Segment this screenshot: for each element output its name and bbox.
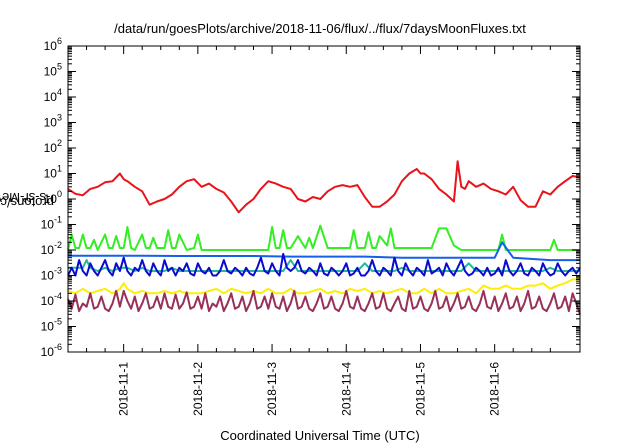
x-tick-label: 2018-11-1	[117, 362, 131, 416]
chart-title: /data/run/goesPlots/archive/2018-11-06/f…	[114, 21, 526, 36]
x-tick-label: 2018-11-5	[414, 362, 428, 416]
series-line-2	[67, 224, 580, 251]
y-tick-label: 102	[44, 138, 62, 155]
x-tick-label: 2018-11-2	[191, 362, 205, 416]
y-tick-label: 100	[44, 189, 62, 206]
y-tick-label: 10-3	[41, 266, 62, 283]
y-tick-label: 106	[44, 36, 62, 53]
series-line-1	[67, 160, 581, 214]
series-line-3	[68, 241, 580, 262]
x-tick-label: 2018-11-3	[265, 362, 279, 416]
y-tick-label: 105	[44, 62, 62, 79]
series-line-6	[67, 278, 580, 295]
y-tick-label: 10-2	[41, 240, 62, 257]
y-tick-label: 104	[44, 87, 62, 104]
y-tick-label: 10-5	[41, 317, 62, 334]
x-axis-ticks: 2018-11-1 2018-11-2 2018-11-3 2018-11-4 2018…	[86, 46, 551, 416]
series-layer	[67, 160, 581, 315]
y-tick-label: 10-6	[41, 342, 62, 359]
x-tick-label: 2018-11-4	[339, 362, 353, 416]
y-tick-label: 101	[44, 164, 62, 181]
series-line-4	[68, 259, 580, 272]
y-tick-label: 10-4	[41, 291, 62, 308]
series-line-5	[67, 252, 581, 277]
x-tick-label: 2018-11-6	[488, 362, 502, 416]
y-axis-ticks: 10-6 10-5 10-4 10-3 10-2 10-1 100 101 102 103 104 1…	[41, 36, 580, 359]
series-line-7	[67, 289, 581, 315]
x-axis-label: Coordinated Universal Time (UTC)	[220, 428, 420, 443]
y-tick-label: 10-1	[41, 215, 62, 232]
y-tick-label: 103	[44, 113, 62, 130]
